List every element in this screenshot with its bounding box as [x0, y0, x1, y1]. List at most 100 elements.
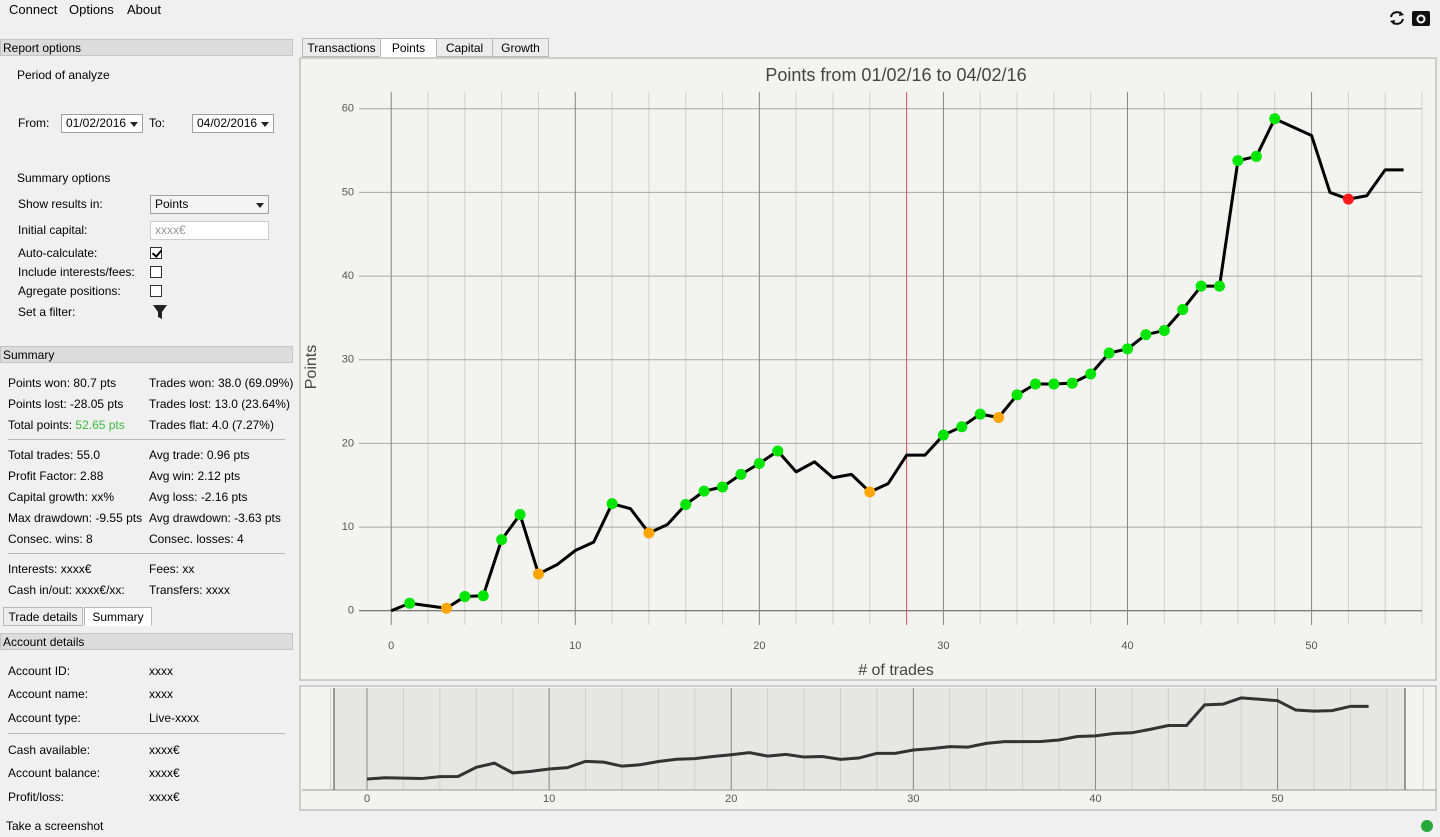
x-tick-label: 0 — [388, 640, 394, 652]
separator — [8, 553, 285, 554]
data-point — [1250, 150, 1262, 162]
field-value: -9.55 pts — [95, 511, 143, 525]
checkbox-label: Include interests/fees: — [18, 265, 135, 280]
field: Profit Factor: 2.88 — [8, 468, 103, 484]
field-value: -3.63 pts — [234, 511, 281, 525]
data-point — [698, 485, 710, 497]
checkbox-label: Auto-calculate: — [18, 246, 98, 260]
separator — [8, 439, 285, 440]
field-value: xxxx€/xx: — [75, 583, 125, 597]
field: Trades won: 38.0 (69.09%) — [149, 375, 293, 391]
y-tick-label: 30 — [342, 354, 354, 366]
tab[interactable]: Summary — [84, 607, 152, 626]
data-point — [1048, 378, 1060, 390]
field-value: 55.0 — [76, 448, 101, 462]
field-label: Avg drawdown: — [149, 511, 231, 525]
field-value: xx% — [91, 490, 115, 504]
navigator-line — [366, 696, 1369, 781]
data-point — [1342, 193, 1354, 205]
navigator-tick-label: 0 — [364, 793, 370, 805]
field-label: Trades won: — [149, 376, 215, 390]
field: Avg trade: 0.96 pts — [149, 447, 250, 463]
field: Interests: xxxx€ — [8, 561, 91, 577]
field-label: Capital growth: — [8, 490, 89, 504]
checkbox[interactable] — [150, 266, 162, 279]
label: Period of analyze — [17, 68, 110, 82]
filter-icon[interactable] — [153, 305, 167, 319]
tab[interactable]: Trade details — [3, 607, 83, 626]
menu-item[interactable]: Options — [69, 2, 114, 17]
results-select[interactable]: Points — [150, 195, 269, 214]
capital-input[interactable]: xxxx€ — [150, 221, 269, 240]
series-line — [390, 117, 1404, 613]
field-value: xxxx — [149, 664, 173, 678]
field-value: Live-xxxx — [149, 710, 200, 725]
field-value: xxxx — [205, 583, 230, 597]
status-text[interactable]: Take a screenshot — [6, 819, 104, 833]
tab[interactable]: Transactions — [302, 38, 381, 57]
x-tick-label: 50 — [1305, 640, 1317, 652]
date-select[interactable]: 01/02/2016 — [61, 114, 143, 133]
field: Fees: xx — [149, 561, 194, 577]
select-value: Points — [155, 197, 189, 211]
field: Avg drawdown: -3.63 pts — [149, 510, 281, 526]
data-point — [1232, 155, 1244, 167]
data-point — [477, 590, 489, 602]
checkbox[interactable] — [150, 285, 162, 298]
field: Consec. wins: 8 — [8, 531, 93, 547]
separator — [8, 732, 285, 734]
section-header: Summary — [0, 346, 293, 363]
field: Points lost: -28.05 pts — [8, 396, 123, 412]
field-value: xxxx — [149, 687, 173, 702]
field-label: Consec. wins: — [8, 532, 83, 546]
field-value: 13.0 (23.64%) — [214, 397, 290, 411]
tab[interactable]: Growth — [492, 38, 549, 57]
navigator-tick-label: 10 — [543, 793, 555, 805]
checkbox[interactable] — [150, 247, 163, 259]
label: To: — [149, 116, 166, 130]
label: Set a filter: — [18, 305, 76, 319]
field: Trades lost: 13.0 (23.64%) — [149, 396, 290, 412]
menu-item[interactable]: Connect — [9, 2, 58, 17]
refresh-icon[interactable] — [1390, 11, 1404, 25]
section-header: Account details — [0, 633, 293, 650]
data-point — [1121, 343, 1133, 355]
field-value: xx — [182, 562, 195, 576]
tab[interactable]: Points — [380, 38, 437, 57]
x-axis-label: # of trades — [858, 662, 934, 679]
data-point — [1066, 377, 1078, 389]
field: Transfers: xxxx — [149, 582, 230, 598]
select-value: 04/02/2016 — [197, 116, 258, 130]
date-select[interactable]: 04/02/2016 — [192, 114, 274, 133]
y-tick-label: 10 — [342, 521, 354, 533]
field-label: Max drawdown: — [8, 511, 93, 525]
field: Capital growth: xx% — [8, 489, 114, 505]
field-label: Cash in/out: — [8, 583, 73, 597]
camera-icon[interactable] — [1412, 11, 1430, 26]
field-value: 8 — [86, 532, 93, 546]
data-point — [735, 468, 747, 480]
y-tick-label: 60 — [342, 103, 354, 115]
data-point — [1085, 368, 1097, 380]
field: Total trades: 55.0 — [8, 447, 100, 463]
field: Max drawdown: -9.55 pts — [8, 510, 142, 526]
data-point — [937, 429, 949, 441]
field: Points won: 80.7 pts — [8, 375, 116, 391]
data-point — [772, 445, 784, 457]
status-indicator — [1421, 820, 1433, 832]
y-tick-label: 20 — [342, 437, 354, 449]
data-point — [717, 481, 729, 493]
data-point — [974, 408, 986, 420]
tab[interactable]: Capital — [436, 38, 493, 57]
menu-item[interactable]: About — [127, 2, 161, 17]
data-point — [1177, 304, 1189, 316]
placeholder: xxxx€ — [155, 223, 186, 237]
label: From: — [18, 116, 50, 130]
field-label: Cash available: — [8, 742, 91, 757]
navigator-selection — [334, 688, 1405, 790]
navigator-tick-label: 40 — [1089, 793, 1101, 805]
navigator-tick-label: 50 — [1271, 793, 1283, 805]
data-point — [864, 486, 876, 498]
field: Avg win: 2.12 pts — [149, 468, 240, 484]
field-label: Fees: — [149, 562, 180, 576]
